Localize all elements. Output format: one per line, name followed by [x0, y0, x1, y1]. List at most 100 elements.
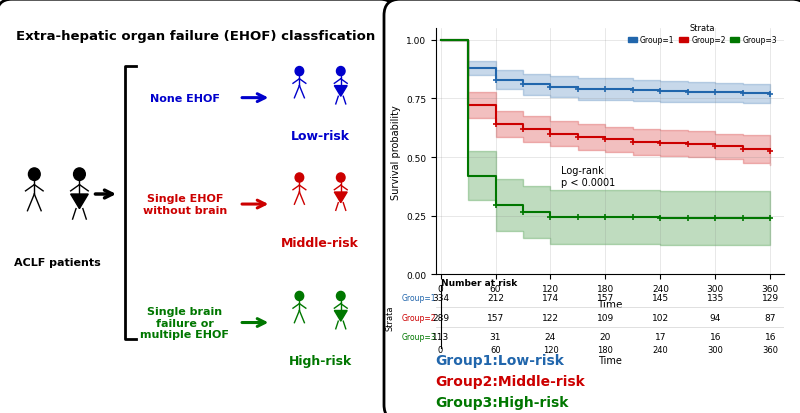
- Text: 16: 16: [765, 332, 776, 341]
- Group=2: [766, 150, 775, 154]
- Line: Group=2: Group=2: [441, 40, 770, 152]
- Text: 113: 113: [432, 332, 450, 341]
- Text: 157: 157: [487, 313, 504, 322]
- Group=3: [490, 203, 500, 208]
- Polygon shape: [70, 195, 88, 209]
- Text: Time: Time: [598, 355, 622, 365]
- Text: Single EHOF
without brain: Single EHOF without brain: [142, 194, 227, 215]
- Text: 60: 60: [490, 345, 501, 354]
- X-axis label: Time: Time: [598, 299, 622, 309]
- Group=2: [601, 138, 610, 142]
- Polygon shape: [334, 86, 347, 97]
- Text: 360: 360: [762, 345, 778, 354]
- Circle shape: [74, 169, 86, 181]
- Text: Group3:High-risk: Group3:High-risk: [435, 395, 569, 409]
- Text: 300: 300: [707, 345, 723, 354]
- Text: 212: 212: [487, 293, 504, 302]
- Group=2: [490, 122, 500, 127]
- Text: Group1:Low-risk: Group1:Low-risk: [435, 354, 564, 368]
- Group=1: [490, 78, 500, 83]
- Text: 129: 129: [762, 293, 779, 302]
- Text: 157: 157: [597, 293, 614, 302]
- Text: 334: 334: [432, 293, 449, 302]
- Polygon shape: [334, 192, 347, 203]
- Text: Number at risk: Number at risk: [441, 278, 517, 287]
- Group=3: [436, 38, 446, 43]
- Group=3: [766, 216, 775, 221]
- Text: 16: 16: [710, 332, 721, 341]
- Group=1: [655, 90, 665, 95]
- Line: Group=3: Group=3: [441, 40, 770, 218]
- Group=3: [683, 216, 693, 221]
- Group=3: [573, 215, 582, 220]
- Text: Low-risk: Low-risk: [290, 130, 350, 143]
- Group=2: [738, 147, 747, 152]
- Text: High-risk: High-risk: [289, 354, 352, 367]
- Group=1: [766, 92, 775, 97]
- Group=2: [436, 38, 446, 43]
- Text: 87: 87: [765, 313, 776, 322]
- Group=3: [628, 215, 638, 220]
- Group=1: [573, 87, 582, 92]
- Group=1: [546, 85, 555, 90]
- Text: Middle-risk: Middle-risk: [281, 236, 359, 249]
- Text: 180: 180: [598, 345, 614, 354]
- Text: 24: 24: [545, 332, 556, 341]
- Group=1: [683, 90, 693, 95]
- Text: Log-rank
p < 0.0001: Log-rank p < 0.0001: [562, 166, 615, 187]
- Group=3: [601, 215, 610, 220]
- Legend: Group=1, Group=2, Group=3: Group=1, Group=2, Group=3: [625, 20, 780, 48]
- Text: Group2:Middle-risk: Group2:Middle-risk: [435, 374, 585, 388]
- Group=2: [518, 127, 528, 132]
- Circle shape: [337, 173, 345, 183]
- Text: 122: 122: [542, 313, 559, 322]
- Text: None EHOF: None EHOF: [150, 93, 220, 103]
- Group=3: [463, 174, 473, 179]
- Circle shape: [337, 67, 345, 76]
- FancyBboxPatch shape: [0, 0, 395, 413]
- Group=2: [546, 132, 555, 137]
- Text: 17: 17: [654, 332, 666, 341]
- Circle shape: [295, 173, 304, 183]
- Text: 31: 31: [490, 332, 502, 341]
- Group=3: [710, 216, 720, 221]
- Group=2: [628, 140, 638, 145]
- Group=3: [518, 210, 528, 215]
- Group=1: [463, 66, 473, 71]
- Circle shape: [295, 67, 304, 76]
- Group=2: [683, 142, 693, 147]
- Text: Group=1: Group=1: [402, 293, 436, 302]
- Text: 109: 109: [597, 313, 614, 322]
- FancyBboxPatch shape: [384, 0, 800, 413]
- Circle shape: [29, 169, 40, 181]
- Text: 174: 174: [542, 293, 559, 302]
- Group=1: [601, 87, 610, 92]
- Text: 102: 102: [652, 313, 669, 322]
- Text: Extra-hepatic organ failure (EHOF) classfication: Extra-hepatic organ failure (EHOF) class…: [16, 30, 376, 43]
- Text: Strata: Strata: [386, 304, 394, 330]
- Text: 94: 94: [710, 313, 721, 322]
- Text: 0: 0: [438, 345, 443, 354]
- Y-axis label: Survival probability: Survival probability: [390, 104, 401, 199]
- Group=2: [710, 145, 720, 150]
- Text: 240: 240: [653, 345, 668, 354]
- Text: 120: 120: [542, 345, 558, 354]
- Group=3: [655, 216, 665, 221]
- Text: 289: 289: [432, 313, 449, 322]
- Group=1: [436, 38, 446, 43]
- Text: ACLF patients: ACLF patients: [14, 258, 100, 268]
- Text: 20: 20: [600, 332, 611, 341]
- Group=1: [628, 88, 638, 93]
- Group=1: [710, 91, 720, 96]
- Text: Single brain
failure or
multiple EHOF: Single brain failure or multiple EHOF: [140, 306, 229, 339]
- Line: Group=1: Group=1: [441, 40, 770, 95]
- Text: 145: 145: [652, 293, 669, 302]
- Group=1: [518, 83, 528, 88]
- Group=1: [738, 92, 747, 97]
- Text: 135: 135: [706, 293, 724, 302]
- Group=2: [573, 135, 582, 140]
- Group=3: [738, 216, 747, 221]
- Polygon shape: [334, 311, 347, 321]
- Group=3: [546, 215, 555, 220]
- Text: Group=3: Group=3: [402, 332, 436, 341]
